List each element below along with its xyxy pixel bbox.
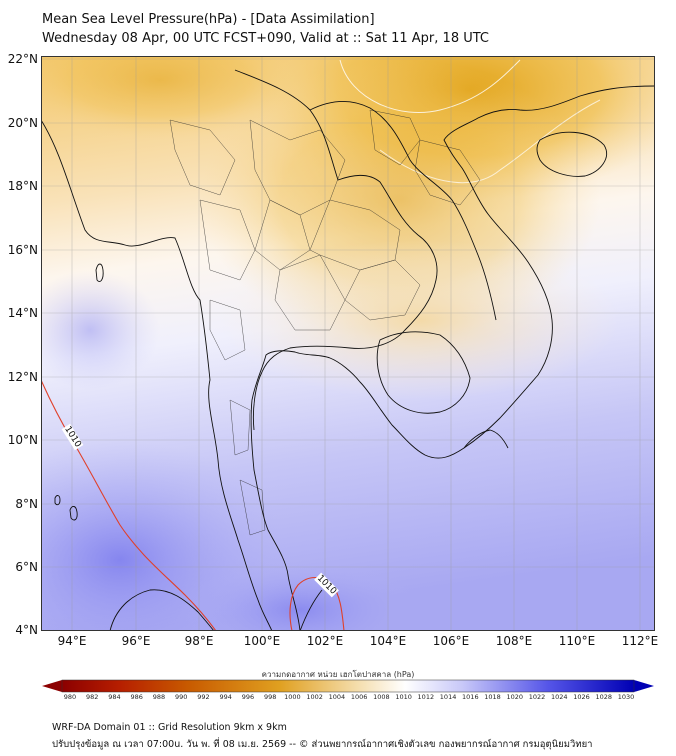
colorbar-tick: 982	[86, 693, 99, 701]
colorbar-tick: 1024	[550, 693, 568, 701]
colorbar-tick: 984	[108, 693, 121, 701]
colorbar-tick: 1012	[417, 693, 435, 701]
colorbar-tick: 1028	[595, 693, 613, 701]
colorbar-tick: 1016	[462, 693, 479, 701]
colorbar-tick: 1010	[395, 693, 412, 701]
colorbar-max-arrow	[634, 680, 654, 692]
colorbar-tick: 990	[174, 693, 188, 701]
colorbar-tick: 986	[130, 693, 143, 701]
lon-label: 94°E	[57, 634, 87, 648]
lon-label: 100°E	[243, 634, 281, 648]
lat-label: 14°N	[7, 306, 38, 320]
colorbar-tick: 1030	[617, 693, 635, 701]
lon-label: 108°E	[495, 634, 533, 648]
lon-label: 98°E	[184, 634, 214, 648]
colorbar-tick: 1004	[328, 693, 346, 701]
lon-label: 102°E	[306, 634, 344, 648]
chart-subtitle: Wednesday 08 Apr, 00 UTC FCST+090, Valid…	[42, 31, 489, 46]
colorbar-title: ความกดอากาศ หน่วย เฮกโตปาสคาล (hPa)	[261, 670, 415, 679]
colorbar-gradient	[62, 680, 634, 692]
colorbar-tick: 988	[152, 693, 166, 701]
lat-label: 20°N	[7, 116, 38, 130]
map-frame	[41, 56, 655, 631]
colorbar-tick: 1014	[439, 693, 457, 701]
lat-label: 6°N	[15, 560, 38, 574]
map-grid	[41, 56, 655, 631]
colorbar-min-arrow	[42, 680, 62, 692]
colorbar	[42, 679, 654, 693]
colorbar-tick: 980	[63, 693, 77, 701]
colorbar-tick: 1022	[528, 693, 546, 701]
colorbar-tick: 1002	[306, 693, 323, 701]
lat-label: 10°N	[7, 433, 38, 447]
lon-label: 110°E	[558, 634, 596, 648]
lat-label: 16°N	[7, 243, 38, 257]
pressure-field	[41, 56, 655, 631]
lat-label: 18°N	[7, 179, 38, 193]
colorbar-tick: 996	[241, 693, 255, 701]
footer-line2: ปรับปรุงข้อมูล ณ เวลา 07:00u. วัน พ. ที่…	[52, 739, 593, 750]
province-borders	[169, 109, 481, 536]
colorbar-tick: 994	[219, 693, 232, 701]
lon-label: 96°E	[121, 634, 151, 648]
colorbar-tick: 1008	[373, 693, 390, 701]
footer-line1: WRF-DA Domain 01 :: Grid Resolution 9km …	[52, 722, 287, 733]
lat-label: 8°N	[15, 497, 38, 511]
lon-label: 112°E	[621, 634, 659, 648]
colorbar-tick: 992	[197, 693, 210, 701]
lat-label: 22°N	[7, 52, 38, 66]
colorbar-tick: 1020	[506, 693, 524, 701]
colorbar-tick: 1026	[573, 693, 590, 701]
colorbar-tick: 1018	[484, 693, 501, 701]
lon-label: 106°E	[432, 634, 470, 648]
colorbar-tick: 1006	[350, 693, 368, 701]
colorbar-tick: 998	[263, 693, 277, 701]
coastlines	[41, 69, 655, 631]
lat-label: 12°N	[7, 370, 38, 384]
lon-label: 104°E	[369, 634, 407, 648]
colorbar-tick: 1000	[284, 693, 301, 701]
lat-label: 4°N	[15, 623, 38, 637]
chart-title: Mean Sea Level Pressure(hPa) - [Data Ass…	[42, 12, 375, 27]
